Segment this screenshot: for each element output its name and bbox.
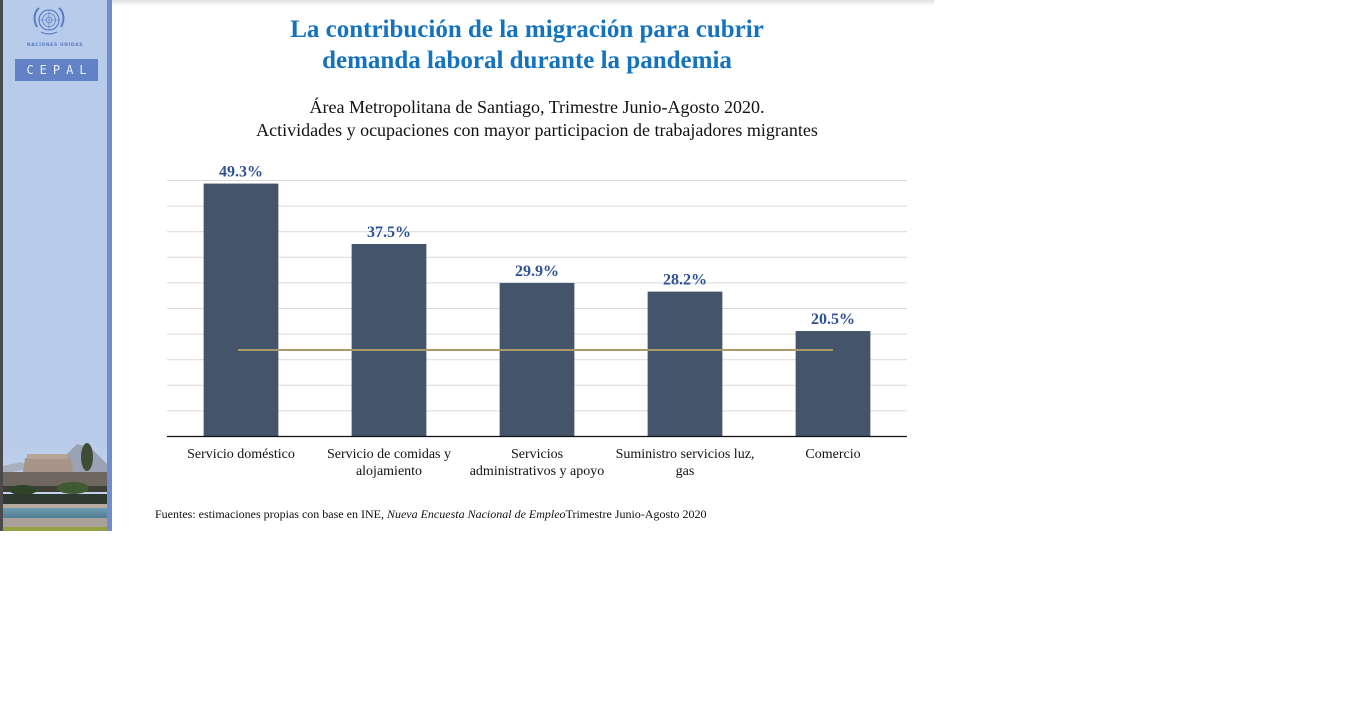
value-label: 20.5% bbox=[811, 311, 855, 328]
category-label: Suministro servicios luz, bbox=[616, 447, 755, 462]
bar bbox=[795, 331, 871, 436]
slide-title: La contribución de la migración para cub… bbox=[200, 14, 854, 76]
chart-subtitle: Área Metropolitana de Santiago, Trimestr… bbox=[200, 96, 874, 142]
category-label: gas bbox=[676, 464, 695, 479]
value-label: 49.3% bbox=[219, 164, 263, 181]
value-label: 28.2% bbox=[663, 272, 707, 289]
bars bbox=[203, 183, 871, 436]
slide: NACIONES UNIDAS CEPAL bbox=[0, 0, 934, 531]
subtitle-line-2: Actividades y ocupaciones con mayor part… bbox=[256, 120, 818, 140]
cepal-building-photo bbox=[3, 436, 107, 531]
bar bbox=[499, 282, 575, 436]
value-labels: 49.3% 37.5% 29.9% 28.2% 20.5% bbox=[219, 164, 855, 328]
sidebar-branding: NACIONES UNIDAS CEPAL bbox=[0, 0, 112, 531]
sidebar-blue-edge bbox=[107, 0, 112, 531]
source-note: Fuentes: estimaciones propias con base e… bbox=[155, 507, 706, 522]
source-survey-name: Nueva Encuesta Nacional de Empleo bbox=[386, 507, 566, 521]
category-label: administrativos y apoyo bbox=[470, 464, 605, 479]
bar bbox=[647, 291, 723, 436]
cepal-logo: CEPAL bbox=[15, 59, 98, 81]
org-name: NACIONES UNIDAS bbox=[26, 43, 84, 48]
un-emblem-icon bbox=[33, 7, 65, 35]
value-label: 29.9% bbox=[515, 263, 559, 280]
subtitle-line-1: Área Metropolitana de Santiago, Trimestr… bbox=[309, 97, 765, 117]
category-label: Servicios bbox=[511, 447, 563, 462]
category-label: alojamiento bbox=[356, 464, 422, 479]
sidebar-dark-edge bbox=[0, 0, 3, 531]
title-line-2: demanda laboral durante la pandemia bbox=[322, 47, 732, 74]
category-label: Comercio bbox=[805, 447, 860, 462]
source-prefix: Fuentes: estimaciones propias con base e… bbox=[155, 507, 387, 521]
source-suffix: Trimestre Junio-Agosto 2020 bbox=[565, 507, 707, 521]
bar bbox=[203, 183, 279, 436]
bar-chart: 49.3% 37.5% 29.9% 28.2% 20.5% Servicio domés… bbox=[167, 164, 907, 479]
top-shade bbox=[112, 0, 934, 6]
title-line-1: La contribución de la migración para cub… bbox=[290, 16, 764, 43]
category-label: Servicio doméstico bbox=[187, 447, 295, 462]
category-labels: Servicio doméstico Servicio de comidas y a… bbox=[187, 447, 860, 479]
category-label: Servicio de comidas y bbox=[327, 447, 451, 462]
bar bbox=[351, 244, 427, 436]
value-label: 37.5% bbox=[367, 224, 411, 241]
